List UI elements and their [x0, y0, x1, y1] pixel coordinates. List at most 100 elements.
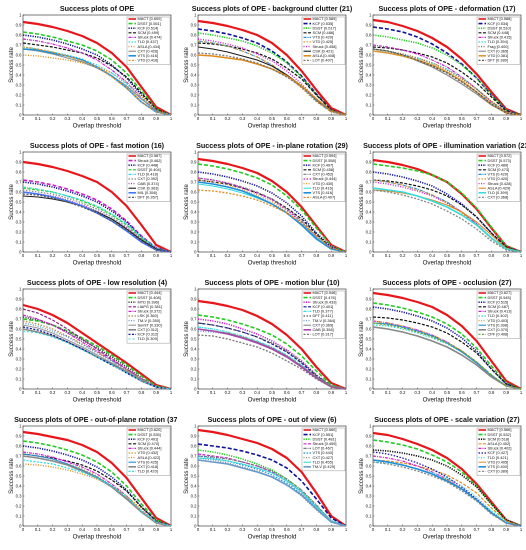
legend-entry: LSK [0.360]: [138, 313, 158, 318]
series-line: [372, 158, 522, 254]
legend-entry: KCF [0.491]: [138, 436, 159, 441]
x-tick-label: 0.6: [109, 116, 115, 121]
y-tick-label: 0.6: [191, 463, 197, 468]
y-tick-label: 0.9: [16, 159, 22, 164]
legend-entry: DSST [0.532]: [488, 432, 511, 437]
series-line: [197, 157, 347, 253]
legend-entry: Struck [0.444]: [138, 446, 162, 451]
legend-entry: TLD [0.416]: [313, 185, 333, 190]
y-tick-label: 0.9: [366, 159, 372, 164]
y-tick-label: 0.6: [366, 326, 372, 331]
x-tick-label: 0: [22, 116, 25, 121]
x-tick-label: 1: [345, 527, 348, 532]
y-tick-label: 0.1: [16, 239, 22, 244]
x-tick-label: 0.7: [474, 527, 480, 532]
legend-entry: CXT [0.418]: [138, 464, 159, 469]
y-tick-label: 0.1: [16, 376, 22, 381]
y-tick-label: 0.1: [191, 376, 197, 381]
y-tick-label: 0.9: [191, 296, 197, 301]
x-tick-label: 0.8: [138, 116, 144, 121]
legend-entry: KCF [0.448]: [138, 162, 159, 167]
legend-entry: SCM [0.448]: [488, 30, 510, 35]
y-axis-label: Success rate: [358, 321, 365, 357]
series-line: [372, 320, 522, 390]
legend-entry: OAB [0.374]: [138, 181, 159, 186]
y-tick-label: 1: [194, 149, 197, 154]
series-line: [372, 322, 522, 390]
series-line: [372, 187, 522, 253]
y-tick-label: 0: [369, 112, 372, 117]
x-tick-label: 0.2: [50, 116, 56, 121]
x-tick-label: 0.5: [94, 527, 100, 532]
chart-title: Success plots of OPE: [60, 4, 134, 13]
legend-entry: SCM [0.486]: [313, 30, 335, 35]
legend-entry: MACT [0.660]: [313, 427, 337, 432]
legend-entry: SCM [0.458]: [313, 167, 335, 172]
y-axis-label: Success rate: [183, 321, 190, 357]
legend-entry: Struck [0.372]: [138, 309, 162, 314]
series-line: [197, 179, 347, 253]
x-tick-label: 0.4: [429, 116, 435, 121]
legend-entry: TLD [0.309]: [138, 336, 158, 341]
legend-entry: SCM [0.518]: [488, 436, 510, 441]
y-tick-label: 0.4: [16, 72, 22, 77]
series-line: [22, 46, 172, 116]
x-axis-label: Overlap threshold: [248, 260, 297, 267]
chart-title: Success plots of OPE - in-plane rotation…: [196, 141, 348, 150]
legend-entry: TLD [0.421]: [488, 455, 508, 460]
legend-entry: MACT [0.587]: [138, 153, 162, 158]
x-tick-label: 0.4: [429, 390, 435, 395]
series-line: [372, 189, 522, 253]
x-tick-label: 0.3: [239, 527, 245, 532]
y-tick-label: 0.4: [191, 483, 197, 488]
y-tick-label: 0.7: [16, 316, 22, 321]
y-tick-label: 0.2: [16, 366, 22, 371]
x-axis-label: Overlap threshold: [248, 397, 297, 404]
series-line: [22, 191, 172, 253]
series-line: [197, 457, 347, 527]
legend-entry: KCF [0.534]: [488, 21, 509, 26]
y-tick-label: 0.6: [16, 189, 22, 194]
legend-entry: Struck [0.462]: [138, 158, 162, 163]
series-line: [197, 52, 347, 116]
legend-entry: KCF [0.489]: [488, 162, 509, 167]
y-tick-label: 0.2: [366, 92, 372, 97]
chart-title: Success plots of OPE - fast motion (16): [30, 141, 165, 150]
legend-entry: VTD [0.432]: [138, 450, 159, 455]
y-tick-label: 0.2: [191, 503, 197, 508]
legend-entry: Struck [0.474]: [138, 35, 162, 40]
x-tick-label: 0.9: [153, 253, 159, 258]
legend-entry: CXT [0.369]: [313, 322, 334, 327]
x-tick-label: 1: [520, 116, 523, 121]
series-line: [197, 428, 347, 527]
y-tick-label: 0.3: [191, 219, 197, 224]
x-tick-label: 0.7: [474, 116, 480, 121]
y-axis-label: Success rate: [183, 458, 190, 494]
y-tick-label: 1: [369, 423, 372, 428]
series-line: [197, 455, 347, 527]
x-tick-label: 0.5: [269, 527, 275, 532]
x-tick-label: 0.5: [94, 253, 100, 258]
x-tick-label: 0.2: [400, 116, 406, 121]
x-tick-label: 0.4: [254, 253, 260, 258]
series-line: [22, 181, 172, 253]
legend-entry: CXT [0.368]: [488, 195, 509, 200]
y-tick-label: 0.1: [366, 513, 372, 518]
series-line: [197, 322, 347, 390]
y-tick-label: 0.5: [191, 473, 197, 478]
y-tick-label: 0: [194, 523, 197, 528]
chart-title: Success plots of OPE - low resolution (4…: [27, 278, 168, 287]
legend-entry: VTS [0.425]: [138, 459, 159, 464]
y-tick-label: 0.9: [191, 22, 197, 27]
x-tick-label: 0.3: [239, 253, 245, 258]
legend-entry: SCM [0.473]: [488, 167, 510, 172]
legend-entry: VTS [0.398]: [488, 322, 509, 327]
y-tick-label: 0.9: [191, 159, 197, 164]
chart-panel: Success plots of OPE - illumination vari…: [355, 140, 526, 274]
x-tick-label: 0.8: [138, 253, 144, 258]
legend-entry: Frag [0.400]: [488, 44, 509, 49]
series-line: [22, 440, 172, 527]
legend-entry: ASLA [0.452]: [488, 441, 511, 446]
y-tick-label: 0.3: [191, 493, 197, 498]
y-tick-label: 0.5: [366, 62, 372, 67]
